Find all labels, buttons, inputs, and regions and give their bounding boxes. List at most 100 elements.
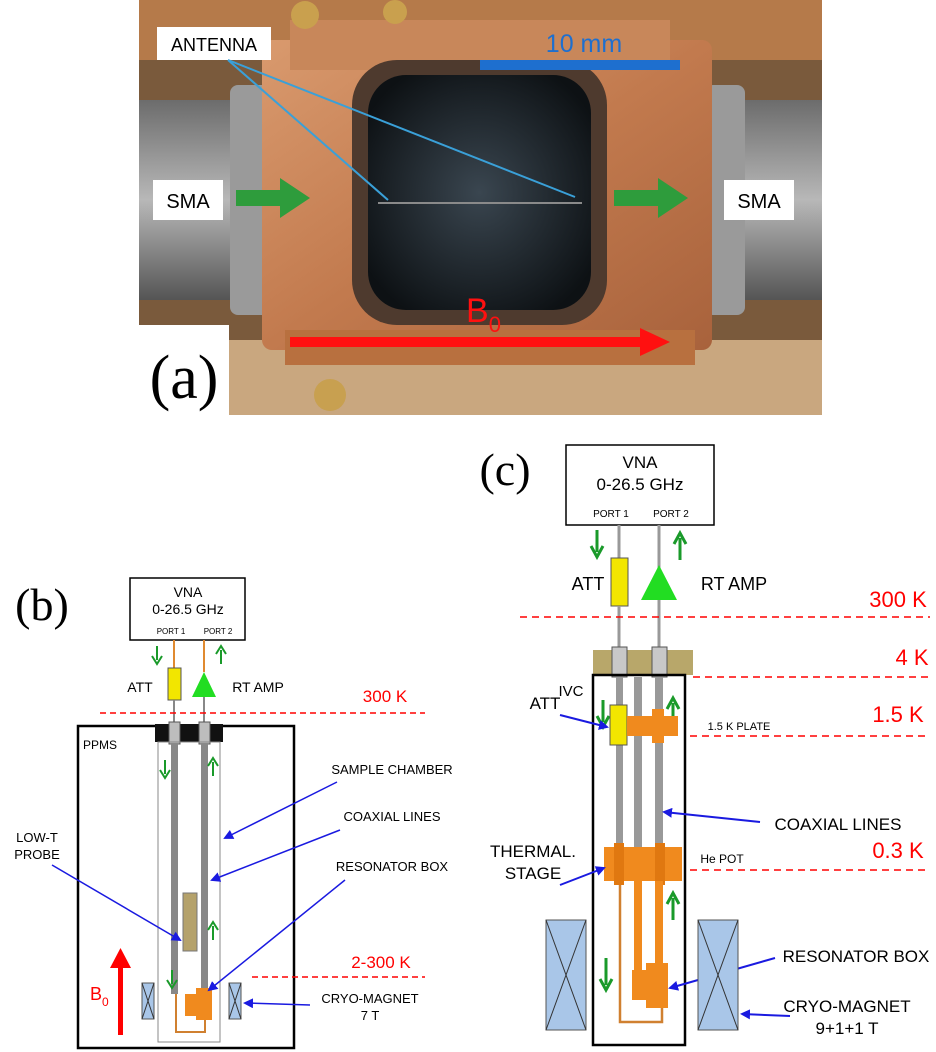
coax-c	[634, 677, 642, 847]
amp-c	[641, 565, 677, 600]
att-top-label: ATT	[572, 574, 605, 594]
temp-300-b: 300 K	[363, 687, 408, 706]
ppms-label: PPMS	[83, 738, 117, 752]
connector-c	[611, 646, 628, 678]
panel-b: (b) VNA 0-26.5 GHz PORT 1 PORT 2 ATT RT …	[14, 577, 453, 1050]
port2-c: PORT 2	[653, 509, 689, 520]
connector-b	[168, 721, 181, 745]
panel-c-label: (c)	[479, 444, 530, 495]
pointer-coaxial-b	[210, 829, 341, 882]
sma-left-box	[153, 180, 223, 220]
arrow-up-c	[672, 529, 688, 545]
arrow-up-c	[665, 694, 681, 710]
loop-line-b	[175, 994, 206, 1033]
low-t-probe	[182, 892, 198, 952]
field-arrow-b	[118, 965, 123, 1035]
rt-amp-label-c: RT AMP	[701, 574, 767, 594]
pointer-low-t-probe	[51, 864, 182, 942]
pointer-magnet-c	[740, 1009, 791, 1020]
vna-range-c: 0-26.5 GHz	[597, 475, 684, 494]
sma-right-label: SMA	[737, 191, 781, 213]
loop-line-c	[618, 885, 664, 1024]
sample-chamber-label: SAMPLE CHAMBER	[331, 762, 452, 777]
low-t-probe-label-2: PROBE	[14, 847, 60, 862]
input-arrow	[236, 178, 310, 218]
arrow-down-b	[151, 655, 163, 666]
sma-right-box	[724, 180, 794, 220]
arrow-up-c	[665, 889, 681, 905]
photo-panel: ANTENNA 10 mm SMA SMA B0 (a)	[139, 0, 822, 415]
field-arrow-head	[640, 328, 670, 356]
coax-c	[655, 677, 663, 847]
port1-c: PORT 1	[593, 509, 629, 520]
port1-b: PORT 1	[157, 627, 186, 636]
att-label-c: ATT	[530, 694, 561, 713]
ppms-top-flange	[155, 724, 223, 742]
antenna-label-box	[157, 27, 271, 60]
coaxial-lines-label-c: COAXIAL LINES	[775, 815, 902, 834]
connector-c	[651, 646, 668, 678]
pointer-magnet-b	[243, 998, 311, 1009]
vna-title-c: VNA	[623, 453, 659, 472]
vna-range-b: 0-26.5 GHz	[152, 601, 224, 617]
panel-b-label: (b)	[15, 579, 69, 630]
pointer-coaxial-c	[662, 807, 761, 823]
arrow-up-b	[207, 920, 219, 931]
magnet-label-c-1: CRYO-MAGNET	[783, 997, 910, 1016]
copper-bottom-plate	[285, 330, 695, 365]
plate-label-c: 1.5 K PLATE	[708, 721, 771, 733]
arrow-down-b	[166, 979, 178, 990]
att-c	[609, 704, 628, 746]
rt-amp-label-b: RT AMP	[232, 679, 284, 695]
panel-a-label: (a)	[150, 344, 219, 412]
field-arrow-shaft	[290, 337, 645, 347]
resonator-part-c	[632, 970, 648, 1000]
arrow-down-c	[598, 978, 614, 994]
screw	[383, 0, 407, 24]
temp-300-c: 300 K	[869, 587, 927, 612]
arrow-down-b	[159, 769, 171, 780]
vna-box-b	[129, 577, 246, 641]
scale-bar-label: 10 mm	[546, 30, 622, 58]
att-b	[167, 667, 182, 701]
att-top-c	[610, 557, 629, 607]
temp-range-b: 2-300 K	[351, 953, 411, 972]
magnet-label-c-2: 9+1+1 T	[815, 1019, 878, 1038]
he-pot-label: He POT	[700, 852, 744, 866]
window-opening	[368, 75, 591, 310]
antenna-pointer-left	[227, 59, 389, 201]
temp-1-5-c: 1.5 K	[872, 702, 924, 727]
field-label-a: B0	[466, 292, 501, 337]
vna-title-b: VNA	[174, 584, 203, 600]
screw	[291, 1, 319, 29]
resonator-box-label-c: RESONATOR BOX	[783, 947, 930, 966]
pointer-thermal-c	[559, 866, 606, 886]
sample-chamber	[157, 741, 221, 1043]
connector-b	[198, 721, 211, 745]
pointer-resonator-b	[207, 879, 346, 992]
amp-b	[192, 672, 216, 697]
antenna-label: ANTENNA	[171, 35, 257, 55]
magnet-label-b-1: CRYO-MAGNET	[321, 991, 418, 1006]
coax-b	[201, 744, 208, 994]
panel-a-label-box	[139, 325, 229, 415]
vna-box-c	[565, 444, 715, 526]
magnet-label-b-2: 7 T	[361, 1008, 380, 1023]
arrow-down-c	[589, 545, 605, 561]
thermal-label-2: STAGE	[505, 864, 561, 883]
sma-left-label: SMA	[166, 191, 210, 213]
antenna-pointer-right	[227, 59, 576, 198]
field-arrow-head-b	[110, 948, 131, 968]
panel-c: (c) VNA 0-26.5 GHz PORT 1 PORT 2 ATT RT …	[479, 444, 930, 1047]
low-t-probe-label-1: LOW-T	[16, 830, 58, 845]
port2-b: PORT 2	[204, 627, 233, 636]
pointer-sample-chamber	[223, 781, 338, 839]
att-label-b: ATT	[127, 679, 153, 695]
arrow-up-b	[207, 756, 219, 767]
scale-bar	[480, 60, 680, 70]
top-flange-c	[593, 650, 693, 675]
output-arrow	[614, 178, 688, 218]
screw	[314, 379, 346, 411]
thermal-label-1: THERMAL.	[490, 842, 576, 861]
resonator-part-b	[185, 994, 197, 1016]
